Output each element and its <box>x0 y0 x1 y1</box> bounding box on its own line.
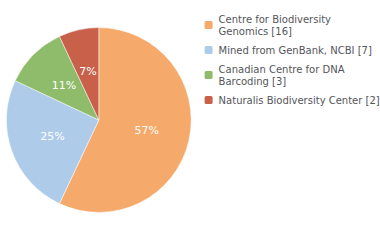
svg-text:57%: 57% <box>135 124 159 137</box>
svg-text:Centre for Biodiversity: Centre for Biodiversity <box>219 14 332 25</box>
svg-text:Canadian Centre for DNA: Canadian Centre for DNA <box>219 64 345 75</box>
svg-text:25%: 25% <box>40 130 64 143</box>
svg-text:11%: 11% <box>52 79 76 92</box>
svg-text:Barcoding [3]: Barcoding [3] <box>219 76 287 87</box>
svg-text:7%: 7% <box>79 65 96 78</box>
svg-text:Mined from GenBank, NCBI [7]: Mined from GenBank, NCBI [7] <box>219 45 372 56</box>
svg-text:Genomics [16]: Genomics [16] <box>219 26 292 37</box>
svg-text:Naturalis Biodiversity Center: Naturalis Biodiversity Center [2] <box>219 95 380 106</box>
